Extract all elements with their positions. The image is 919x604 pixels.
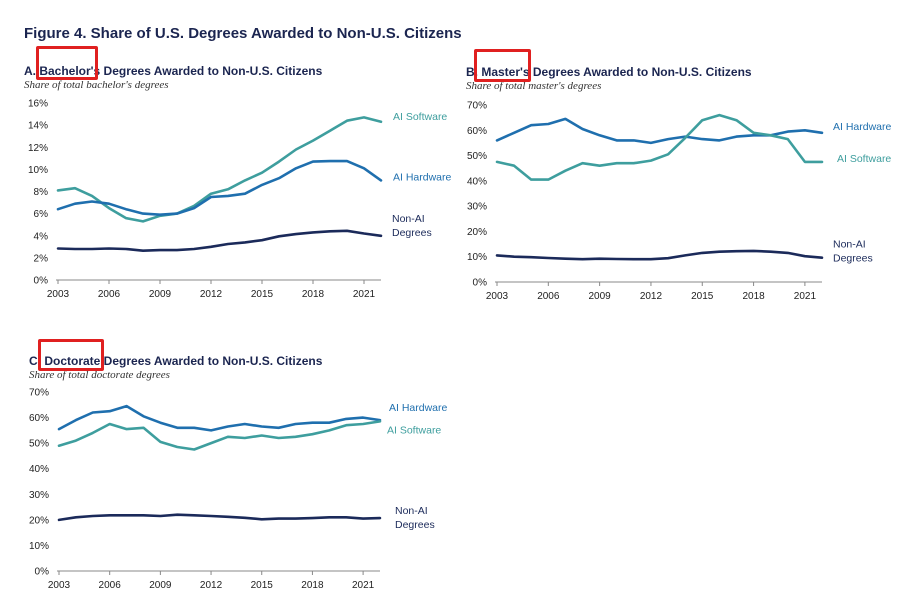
y-tick-label: 70% (29, 388, 49, 399)
figure-title: Figure 4. Share of U.S. Degrees Awarded … (24, 25, 462, 42)
y-tick-label: 0% (35, 567, 50, 578)
series-label-ai-hardware: AI Hardware (389, 402, 448, 414)
x-tick-label: 2015 (691, 291, 714, 302)
x-tick-label: 2021 (352, 580, 375, 591)
series-line-non-ai-degrees (56, 229, 383, 252)
y-tick-label: 40% (29, 464, 49, 475)
y-tick-label: 10% (28, 165, 48, 176)
y-tick-label: 30% (29, 490, 49, 501)
y-tick-label: 0% (34, 276, 49, 287)
y-tick-label: 0% (473, 278, 488, 289)
x-tick-label: 2006 (98, 289, 121, 300)
highlight-box-doctorate (38, 339, 104, 371)
y-tick-label: 50% (467, 151, 487, 162)
y-tick-label: 50% (29, 439, 49, 450)
x-tick-label: 2012 (640, 291, 663, 302)
y-tick-label: 30% (467, 202, 487, 213)
x-tick-label: 2009 (149, 580, 172, 591)
x-tick-label: 2012 (200, 289, 223, 300)
y-tick-label: 12% (28, 143, 48, 154)
series-line-non-ai-degrees (495, 249, 824, 261)
chart-panel-c: 0% 10% 20% 30% 40% 50% 60% 70% 2003 2006 2009 2012 2… (29, 388, 448, 592)
series-label-non-ai-degrees: Non-AI Degrees (395, 505, 435, 531)
x-tick-label: 2003 (47, 289, 70, 300)
series-label-non-ai-degrees: Non-AI Degrees (833, 239, 873, 265)
series-line-ai-hardware (495, 117, 824, 145)
series-line-ai-software (56, 116, 383, 223)
highlight-box-masters (474, 49, 531, 82)
highlight-box-bachelors (36, 46, 98, 80)
series-label-ai-hardware: AI Hardware (833, 121, 892, 133)
x-tick-label: 2021 (353, 289, 376, 300)
panel-c-subtitle: Share of total doctorate degrees (29, 369, 170, 381)
x-tick-label: 2003 (48, 580, 71, 591)
x-tick-label: 2018 (302, 289, 325, 300)
y-tick-label: 4% (34, 231, 49, 242)
y-tick-label: 6% (34, 209, 49, 220)
x-tick-label: 2021 (794, 291, 817, 302)
y-tick-label: 60% (467, 126, 487, 137)
series-line-ai-software (57, 420, 382, 451)
x-tick-label: 2009 (149, 289, 172, 300)
y-tick-label: 20% (29, 515, 49, 526)
y-tick-label: 60% (29, 413, 49, 424)
y-tick-label: 10% (467, 252, 487, 263)
series-label-ai-software: AI Software (387, 424, 441, 436)
x-tick-label: 2018 (742, 291, 765, 302)
x-tick-label: 2012 (200, 580, 223, 591)
y-tick-label: 40% (467, 176, 487, 187)
chart-panel-a: 0% 2% 4% 6% 8% 10% 12% 14% 16% 2003 2006 2009 2012 20… (28, 99, 452, 301)
x-tick-label: 2015 (251, 580, 274, 591)
series-label-ai-software: AI Software (837, 153, 891, 165)
series-line-ai-software (495, 113, 824, 181)
series-label-ai-hardware: AI Hardware (393, 171, 452, 183)
x-tick-label: 2018 (301, 580, 324, 591)
y-tick-label: 2% (34, 253, 49, 264)
y-tick-label: 70% (467, 101, 487, 112)
panel-a-subtitle: Share of total bachelor's degrees (24, 79, 169, 91)
series-line-ai-hardware (57, 404, 382, 432)
series-line-non-ai-degrees (57, 513, 382, 522)
y-tick-label: 20% (467, 227, 487, 238)
series-label-non-ai-degrees: Non-AI Degrees (392, 213, 432, 239)
y-tick-label: 10% (29, 541, 49, 552)
y-tick-label: 14% (28, 121, 48, 132)
series-label-ai-software: AI Software (393, 111, 447, 123)
panel-b-subtitle: Share of total master's degrees (466, 80, 602, 92)
x-tick-label: 2003 (486, 291, 509, 302)
x-tick-label: 2006 (537, 291, 560, 302)
series-line-ai-hardware (56, 159, 383, 216)
x-tick-label: 2009 (589, 291, 612, 302)
x-tick-label: 2015 (251, 289, 274, 300)
y-tick-label: 16% (28, 99, 48, 110)
panel-a-title: A. Bachelor's Degrees Awarded to Non-U.S… (24, 64, 323, 78)
chart-panel-b: 0% 10% 20% 30% 40% 50% 60% 70% 2003 2006 2009 2012 2… (467, 101, 892, 303)
y-tick-label: 8% (34, 187, 49, 198)
panel-b-title: B. Master's Degrees Awarded to Non-U.S. … (466, 65, 752, 79)
x-tick-label: 2006 (99, 580, 122, 591)
